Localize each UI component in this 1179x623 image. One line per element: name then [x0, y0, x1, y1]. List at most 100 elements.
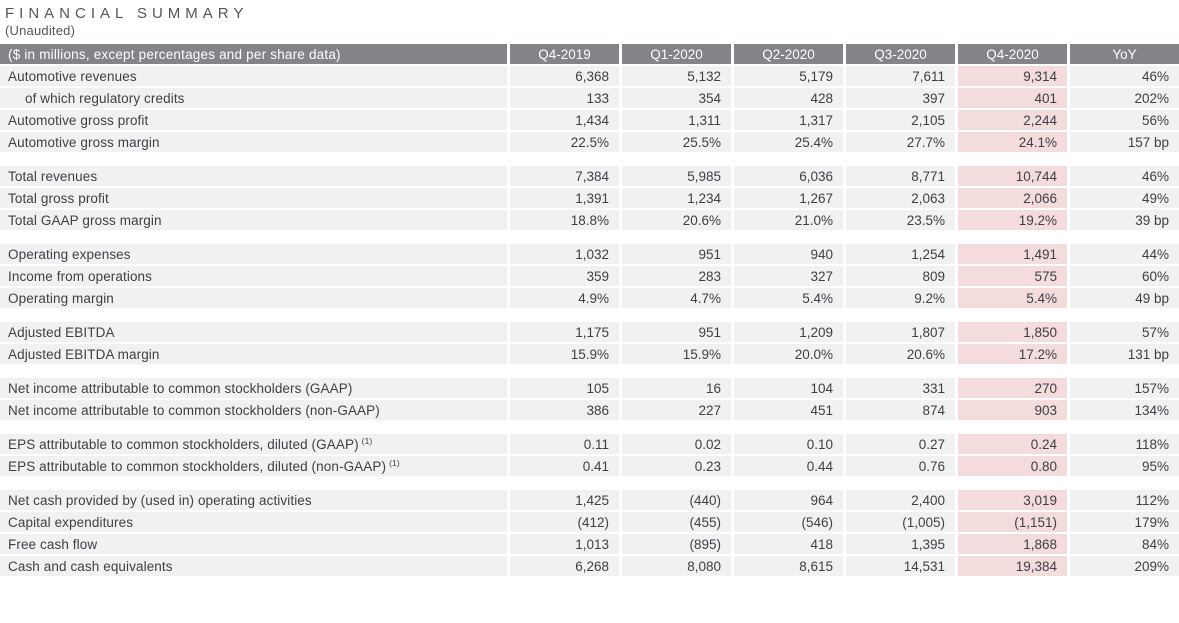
row-label: Total GAAP gross margin [0, 210, 507, 232]
value-cell: 1,391 [507, 188, 619, 210]
table-row: Total gross profit 1,391 1,234 1,267 2,063 2,… [0, 188, 1179, 210]
value-cell: 6,268 [507, 556, 619, 578]
row-label: EPS attributable to common stockholders,… [0, 434, 507, 456]
value-cell: 1,434 [507, 110, 619, 132]
value-cell: 15.9% [619, 344, 731, 366]
value-cell: 19,384 [955, 556, 1067, 578]
value-cell: 0.76 [843, 456, 955, 478]
yoy-value-cell: 60% [1067, 266, 1179, 288]
row-label: Free cash flow [0, 534, 507, 556]
table-row: Total revenues 7,384 5,985 6,036 8,771 10,744… [0, 166, 1179, 188]
footnote-marker: (1) [389, 457, 400, 468]
value-cell: 7,384 [507, 166, 619, 188]
value-cell: 4.7% [619, 288, 731, 310]
value-cell: 9,314 [955, 66, 1067, 88]
table-row: Automotive gross margin 22.5% 25.5% 25.4% 27… [0, 132, 1179, 154]
yoy-value-cell: 49% [1067, 188, 1179, 210]
row-label: of which regulatory credits [0, 88, 507, 110]
yoy-value-cell: 131 bp [1067, 344, 1179, 366]
column-header-yoy: YoY [1067, 44, 1179, 66]
yoy-value-cell: 46% [1067, 66, 1179, 88]
yoy-value-cell: 84% [1067, 534, 1179, 556]
value-cell: 951 [619, 244, 731, 266]
value-cell: 270 [955, 378, 1067, 400]
value-cell: 6,368 [507, 66, 619, 88]
spacer-cell [0, 366, 1179, 378]
row-label: Total gross profit [0, 188, 507, 210]
table-row: Adjusted EBITDA 1,175 951 1,209 1,807 1,850 57… [0, 322, 1179, 344]
value-cell: 16 [619, 378, 731, 400]
value-cell: 227 [619, 400, 731, 422]
spacer-cell [0, 154, 1179, 166]
value-cell: 2,066 [955, 188, 1067, 210]
table-row: Free cash flow 1,013 (895) 418 1,395 1,868 84% [0, 534, 1179, 556]
value-cell: 1,267 [731, 188, 843, 210]
value-cell: 0.23 [619, 456, 731, 478]
value-cell: 133 [507, 88, 619, 110]
value-cell: 20.6% [843, 344, 955, 366]
table-row: Automotive revenues 6,368 5,132 5,179 7,611 9… [0, 66, 1179, 88]
table-row: Cash and cash equivalents 6,268 8,080 8,615… [0, 556, 1179, 578]
section-spacer [0, 478, 1179, 490]
table-row: Adjusted EBITDA margin 15.9% 15.9% 20.0% 20.… [0, 344, 1179, 366]
value-cell: 5,132 [619, 66, 731, 88]
value-cell: 418 [731, 534, 843, 556]
value-cell: 19.2% [955, 210, 1067, 232]
page-subtitle: (Unaudited) [5, 23, 76, 38]
row-label: Net income attributable to common stockh… [0, 400, 507, 422]
table-row: of which regulatory credits 133 354 428 397 4… [0, 88, 1179, 110]
row-label: Adjusted EBITDA [0, 322, 507, 344]
value-cell: 2,063 [843, 188, 955, 210]
value-cell: 20.0% [731, 344, 843, 366]
column-header-q4-2020: Q4-2020 [955, 44, 1067, 66]
yoy-value-cell: 202% [1067, 88, 1179, 110]
row-label: Operating expenses [0, 244, 507, 266]
value-cell: 27.7% [843, 132, 955, 154]
yoy-value-cell: 209% [1067, 556, 1179, 578]
yoy-value-cell: 95% [1067, 456, 1179, 478]
row-label: Automotive revenues [0, 66, 507, 88]
yoy-value-cell: 112% [1067, 490, 1179, 512]
financial-summary-table: ($ in millions, except percentages and p… [0, 44, 1179, 578]
value-cell: 4.9% [507, 288, 619, 310]
value-cell: (1,005) [843, 512, 955, 534]
value-cell: 1,395 [843, 534, 955, 556]
yoy-value-cell: 49 bp [1067, 288, 1179, 310]
value-cell: 575 [955, 266, 1067, 288]
row-label: EPS attributable to common stockholders,… [0, 456, 507, 478]
value-cell: 20.6% [619, 210, 731, 232]
value-cell: 0.24 [955, 434, 1067, 456]
value-cell: 105 [507, 378, 619, 400]
value-cell: 15.9% [507, 344, 619, 366]
yoy-value-cell: 118% [1067, 434, 1179, 456]
yoy-value-cell: 179% [1067, 512, 1179, 534]
value-cell: 25.4% [731, 132, 843, 154]
table-row: Net cash provided by (used in) operating… [0, 490, 1179, 512]
section-spacer [0, 232, 1179, 244]
value-cell: (440) [619, 490, 731, 512]
footnote-marker: (1) [361, 435, 373, 446]
value-cell: (455) [619, 512, 731, 534]
row-label: Income from operations [0, 266, 507, 288]
value-cell: 283 [619, 266, 731, 288]
value-cell: 8,615 [731, 556, 843, 578]
value-cell: 1,868 [955, 534, 1067, 556]
value-cell: 1,234 [619, 188, 731, 210]
spacer-cell [0, 232, 1179, 244]
table-row: EPS attributable to common stockholders,… [0, 434, 1179, 456]
column-header-q3-2020: Q3-2020 [843, 44, 955, 66]
section-spacer [0, 154, 1179, 166]
value-cell: 874 [843, 400, 955, 422]
units-header: ($ in millions, except percentages and p… [0, 44, 507, 66]
value-cell: 809 [843, 266, 955, 288]
value-cell: 1,491 [955, 244, 1067, 266]
table-row: Income from operations 359 283 327 809 575 60% [0, 266, 1179, 288]
value-cell: 0.41 [507, 456, 619, 478]
value-cell: (412) [507, 512, 619, 534]
value-cell: 5,985 [619, 166, 731, 188]
value-cell: 354 [619, 88, 731, 110]
value-cell: 6,036 [731, 166, 843, 188]
value-cell: 0.02 [619, 434, 731, 456]
value-cell: 5,179 [731, 66, 843, 88]
table-row: Operating margin 4.9% 4.7% 5.4% 9.2% 5.4% 49 b… [0, 288, 1179, 310]
